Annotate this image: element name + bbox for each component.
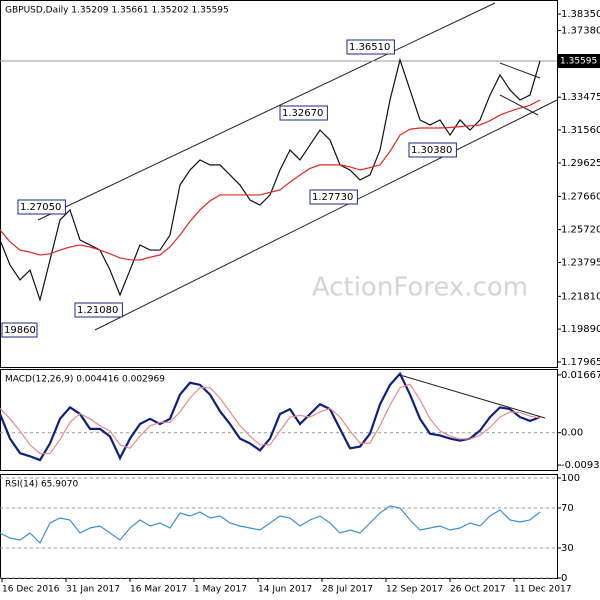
series-line [0,371,541,462]
y-tick-label: 1.33475 [561,92,600,103]
series-line [0,99,541,261]
y-tick-label: 1.23795 [561,257,600,268]
y-tick-label: 1.17965 [561,357,600,368]
y-tick-label: 100 [561,473,580,484]
annotation-box [279,105,328,121]
annotation-box [408,142,457,158]
x-tick-label: 12 Sep 2017 [386,585,443,595]
x-tick-label: 1 May 2017 [194,585,247,595]
last-price-label: 1.35595 [560,57,597,67]
panel-frame [0,369,558,471]
y-tick-label: 1.29625 [561,158,600,169]
annotation-box [346,39,395,55]
annotation: 1.21080 [77,305,118,316]
x-tick-label: 11 Dec 2017 [514,585,572,595]
channel-lower [94,99,558,331]
x-tick-label: 14 Jun 2017 [258,585,312,595]
annotation: 19860 [4,325,36,336]
annotation: 1.27730 [312,192,353,203]
x-tick-label: 28 Jul 2017 [322,585,373,595]
annotation-box [17,199,66,215]
wedge-lower [499,94,539,116]
panel-title: MACD(12,26,9) 0.004416 0.002969 [5,375,165,385]
annotation: 1.36510 [349,42,390,53]
annotation: 1.27050 [20,202,61,213]
series-line [0,57,541,303]
y-tick-label: 1.25720 [561,225,600,236]
panel-title: GBPUSD,Daily 1.35209 1.35661 1.35202 1.3… [5,6,229,16]
y-tick-label: 30 [561,543,574,554]
panel-title: RSI(14) 65.9070 [5,480,78,490]
y-tick-label: 0.016672 [561,370,600,381]
y-tick-label: 0 [561,573,567,584]
annotation: 1.32670 [282,108,323,119]
watermark: ActionForex.com [312,273,528,303]
annotation: 1.30380 [411,145,452,156]
x-tick-label: 31 Jan 2017 [66,585,120,595]
wedge-upper [499,62,541,79]
y-tick-label: 1.38350 [561,9,600,20]
series-line [0,505,541,545]
y-tick-label: 0.00 [561,428,583,439]
x-tick-label: 16 Dec 2016 [2,585,60,595]
y-tick-label: 1.37380 [561,26,600,37]
y-tick-label: 1.19890 [561,324,600,335]
y-tick-label: 70 [561,503,574,514]
panel-frame [0,0,558,368]
y-tick-label: 1.31560 [561,125,600,136]
last-price-box [557,54,600,69]
x-tick-label: 26 Oct 2017 [450,585,506,595]
macd-trendline [399,374,546,419]
y-tick-label: 1.27660 [561,191,600,202]
series-line [0,383,541,455]
annotation-box [309,189,358,205]
x-tick-label: 16 Mar 2017 [130,585,187,595]
annotation-box [74,302,123,318]
y-tick-label: -0.009345 [561,460,600,471]
annotation-box [1,322,38,338]
y-tick-label: 1.21810 [561,291,600,302]
channel-upper [37,2,496,221]
